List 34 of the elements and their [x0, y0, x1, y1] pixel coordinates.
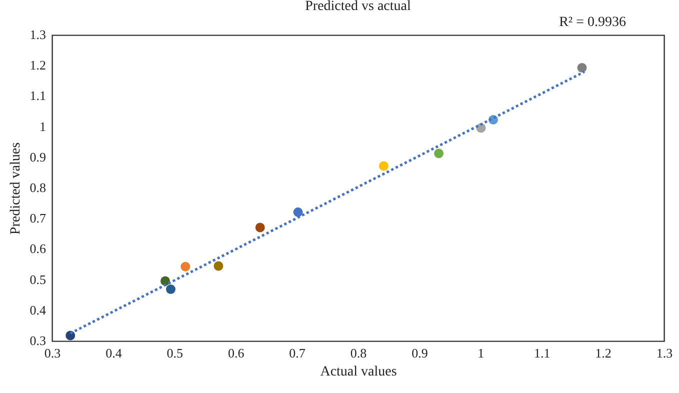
x-tick-label: 1.3: [656, 346, 673, 360]
y-tick-label: 0.3: [30, 333, 46, 348]
y-tick-label: 0.7: [30, 210, 46, 226]
y-tick-label: 0.6: [30, 241, 46, 256]
x-tick-label: 1.2: [595, 346, 612, 360]
x-tick-label: 1: [478, 346, 484, 360]
x-tick-label: 0.4: [106, 346, 122, 360]
x-tick-label: 1.1: [534, 346, 550, 360]
point: [434, 148, 444, 158]
point: [378, 161, 388, 171]
point: [577, 63, 587, 72]
point: [214, 261, 224, 271]
text: R² = 0.9936: [559, 15, 626, 30]
y-axis-title: Predicted values: [8, 142, 24, 235]
y-tick-label: 1: [40, 118, 46, 134]
y-tick-label: 0.8: [30, 180, 46, 195]
x-tick-label: 0.9: [412, 346, 428, 360]
y-tick-label: 0.4: [30, 302, 46, 318]
point: [255, 222, 265, 232]
y-tick-label: 1.2: [30, 58, 46, 73]
chart-title: Predicted vs actual: [305, 0, 411, 14]
point: [293, 207, 303, 217]
x-tick-label: 0.8: [350, 346, 367, 360]
x-tick-label: 0.5: [166, 346, 184, 360]
x-tick-label: 0.7: [289, 346, 306, 360]
x-tick-label: 0.6: [228, 346, 245, 360]
y-tick-label: 1.3: [30, 27, 46, 42]
point: [180, 262, 190, 272]
x-axis-title: Actual values: [320, 364, 397, 380]
x-tick-label: 0.3: [44, 346, 61, 360]
y-tick-label: 0.9: [30, 149, 46, 164]
y-tick-label: 0.5: [30, 272, 46, 287]
point: [166, 284, 176, 294]
y-tick-label: 1.1: [30, 88, 46, 104]
